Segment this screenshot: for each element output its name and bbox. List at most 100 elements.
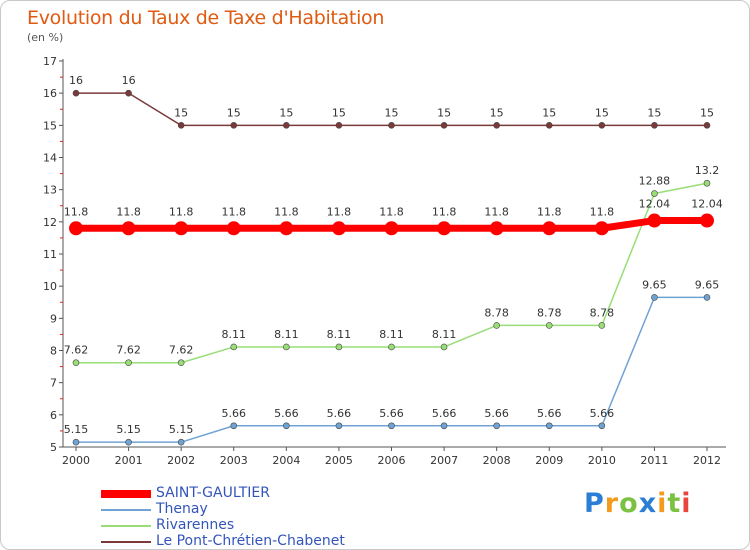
data-label: 15 (595, 106, 609, 119)
data-point (72, 359, 80, 367)
data-point (177, 438, 185, 446)
data-label: 15 (542, 106, 556, 119)
data-label: 5.66 (590, 407, 615, 420)
proxiti-logo: Proxiti (584, 488, 692, 519)
data-point (230, 343, 238, 351)
data-point (700, 213, 714, 228)
data-point (545, 422, 553, 430)
data-point (388, 422, 395, 430)
y-tick-label: 9 (50, 312, 57, 325)
logo-letter: o (619, 488, 639, 519)
data-point (598, 422, 606, 430)
y-tick-label: 5 (50, 441, 57, 454)
data-label: 15 (174, 106, 188, 119)
data-point (440, 422, 448, 430)
data-point (121, 221, 136, 236)
data-label: 16 (69, 74, 83, 87)
logo-letter: i (681, 488, 692, 519)
data-label: 5.66 (327, 407, 352, 420)
data-label: 11.8 (327, 205, 352, 218)
chart-title: Evolution du Taux de Taxe d'Habitation (27, 7, 385, 29)
data-point (703, 122, 711, 129)
data-label: 15 (227, 106, 241, 119)
x-tick-label: 2008 (483, 454, 511, 467)
data-label: 7.62 (64, 344, 89, 357)
data-point (651, 122, 658, 129)
data-label: 8.11 (222, 328, 247, 341)
data-label: 8.11 (274, 328, 299, 341)
data-point (72, 89, 80, 97)
chart-unit: (en %) (27, 31, 64, 44)
data-label: 11.8 (222, 205, 247, 218)
data-label: 15 (700, 106, 714, 119)
data-label: 11.8 (590, 205, 615, 218)
data-point (177, 359, 185, 367)
data-point (335, 343, 343, 351)
data-point (437, 221, 452, 236)
data-label: 15 (332, 106, 346, 119)
y-tick-label: 15 (43, 119, 57, 132)
data-label: 12.04 (639, 198, 671, 211)
data-label: 15 (647, 106, 661, 119)
data-point (283, 122, 290, 129)
logo-letter: i (657, 488, 668, 519)
data-label: 5.66 (274, 407, 299, 420)
line-chart: 5 6 7 8 9 10 11 12 13 14 15 16 17 2000 2001 2002 2003 200… (43, 55, 726, 467)
data-point (598, 322, 606, 329)
data-point (335, 122, 343, 129)
data-point (388, 122, 395, 129)
data-point (703, 179, 711, 187)
legend-label: SAINT-GAULTIER (156, 485, 270, 501)
y-tick-label: 17 (43, 55, 57, 68)
data-label: 8.78 (590, 306, 615, 319)
data-point (230, 122, 238, 129)
data-label: 9.65 (642, 278, 667, 291)
x-tick-label: 2006 (378, 454, 406, 467)
y-tick-label: 14 (43, 152, 57, 165)
data-label: 7.62 (169, 344, 194, 357)
data-label: 12.04 (691, 198, 723, 211)
data-point (388, 343, 395, 351)
data-label: 11.8 (169, 205, 194, 218)
data-point (542, 221, 557, 236)
x-tick-label: 2003 (220, 454, 248, 467)
legend-swatch (101, 509, 151, 511)
data-point (440, 343, 448, 351)
data-label: 5.15 (64, 423, 89, 436)
data-label: 5.66 (379, 407, 404, 420)
data-point (177, 122, 185, 129)
x-tick-label: 2009 (535, 454, 563, 467)
data-label: 8.11 (379, 328, 404, 341)
data-point (230, 422, 238, 430)
data-point (125, 438, 132, 446)
x-tick-label: 2002 (167, 454, 195, 467)
data-label: 5.66 (222, 407, 247, 420)
x-tick-label: 2004 (272, 454, 300, 467)
legend-swatch (101, 490, 151, 498)
legend-swatch (101, 541, 151, 543)
data-point (125, 359, 132, 367)
logo-letter: r (604, 488, 620, 519)
data-label: 5.15 (116, 423, 141, 436)
data-point (72, 438, 80, 446)
data-label: 5.66 (432, 407, 457, 420)
data-point (226, 221, 241, 236)
y-tick-label: 12 (43, 216, 57, 229)
data-label: 16 (122, 74, 136, 87)
data-point (493, 322, 500, 329)
data-point (598, 122, 606, 129)
data-point (331, 221, 346, 236)
data-label: 11.8 (116, 205, 141, 218)
data-label: 5.66 (537, 407, 562, 420)
data-point (594, 221, 609, 236)
data-label: 8.78 (537, 306, 562, 319)
data-label: 8.11 (432, 328, 457, 341)
data-label: 5.66 (484, 407, 509, 420)
x-tick-label: 2000 (62, 454, 90, 467)
data-point (651, 190, 658, 197)
legend-swatch (101, 525, 151, 527)
data-label: 8.11 (327, 328, 352, 341)
legend-label: Le Pont-Chrétien-Chabenet (156, 533, 345, 549)
data-point (125, 89, 132, 97)
